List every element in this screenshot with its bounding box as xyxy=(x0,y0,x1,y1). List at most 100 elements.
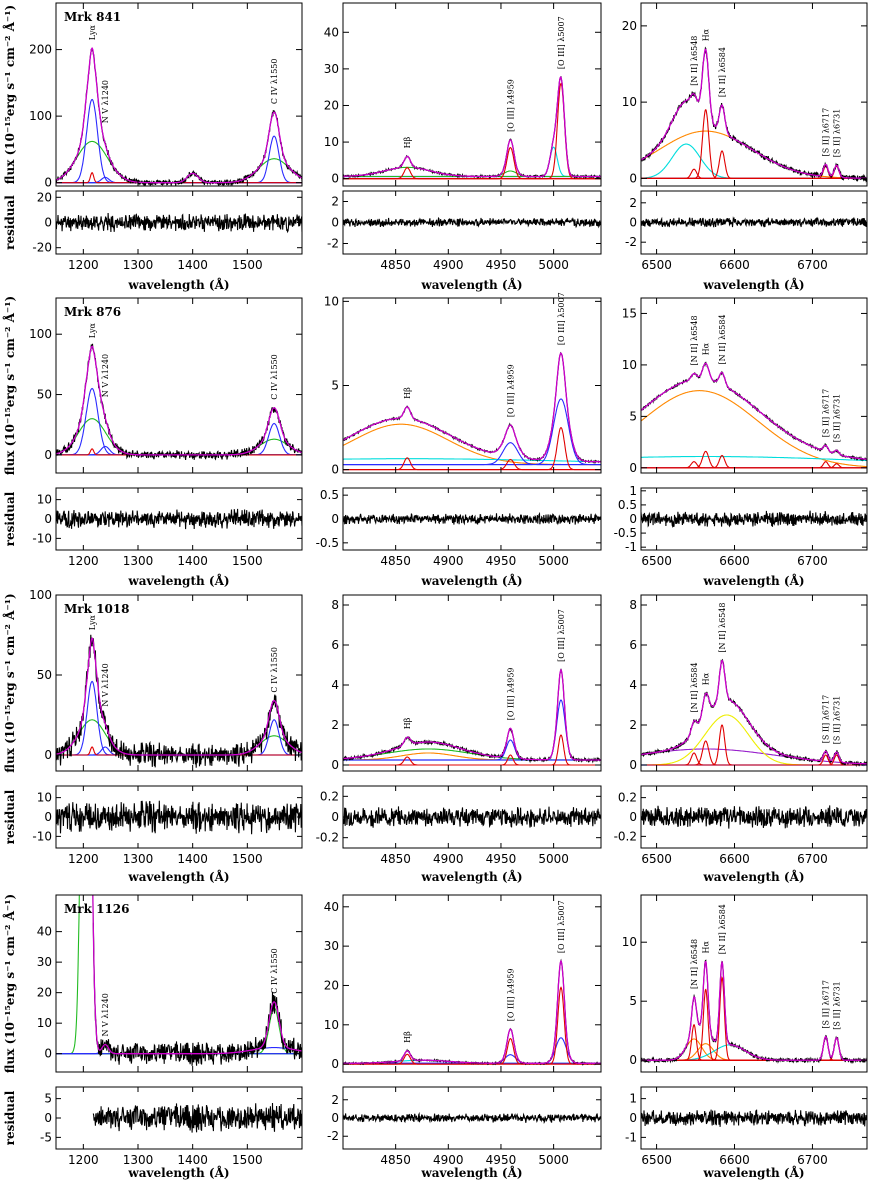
line-label: [N II] λ6548 xyxy=(690,36,699,86)
line-label: [N II] λ6548 xyxy=(718,603,727,653)
residual-tick-label: -1 xyxy=(625,1130,637,1144)
residual-panel: 1200 1300 1400 1500 -10 0 10 xyxy=(32,487,303,568)
component-curve-hb-broad xyxy=(641,390,867,468)
y-tick-label: 2 xyxy=(629,718,637,732)
wavelength-axis-label: wavelength (Å) xyxy=(127,869,229,884)
residual-curve xyxy=(343,511,601,526)
residual-tick-label: -1 xyxy=(625,540,637,554)
y-tick-label: 20 xyxy=(324,978,339,992)
y-tick-label: 0 xyxy=(44,176,52,190)
residual-tick-label: -0.5 xyxy=(614,526,637,540)
x-tick-label: 1500 xyxy=(232,852,263,866)
flux-axis-label: flux (10⁻¹⁵erg s⁻¹ cm⁻² Å⁻¹) xyxy=(2,5,17,184)
component-curve-narrow xyxy=(641,463,867,469)
line-label: N V λ1240 xyxy=(101,663,110,706)
x-tick-label: 6700 xyxy=(797,1153,828,1167)
y-tick-label: 0 xyxy=(331,758,339,772)
line-label: Lyα xyxy=(88,323,97,339)
component-curve-broad xyxy=(56,719,302,756)
residual-plot-area xyxy=(56,508,302,530)
residual-plot-area xyxy=(56,212,302,234)
y-tick-label: 8 xyxy=(331,598,339,612)
residual-panel: 1200 1300 1400 1500 -5 0 5 xyxy=(40,1086,303,1167)
x-tick-label: 1400 xyxy=(177,852,208,866)
x-tick-label: 5000 xyxy=(538,852,569,866)
y-tick-label: 5 xyxy=(629,409,637,423)
y-tick-label: 0 xyxy=(331,463,339,477)
wavelength-axis-label: wavelength (Å) xyxy=(420,573,522,588)
residual-curve xyxy=(56,212,302,234)
x-tick-label: 6600 xyxy=(719,258,750,272)
y-tick-label: 40 xyxy=(324,25,339,39)
line-label: C IV λ1550 xyxy=(270,647,279,693)
y-tick-label: 40 xyxy=(324,900,339,914)
x-tick-label: 1200 xyxy=(68,554,99,568)
residual-plot-area xyxy=(56,800,302,835)
residual-axis-label: residual xyxy=(3,1090,17,1145)
residual-curve xyxy=(641,1109,867,1127)
y-tick-label: 15 xyxy=(622,306,637,320)
line-label: C IV λ1550 xyxy=(270,948,279,994)
y-tick-label: 40 xyxy=(37,925,52,939)
x-tick-label: 6600 xyxy=(719,1153,750,1167)
line-label: Hα xyxy=(702,941,711,954)
flux-panel-frame xyxy=(640,297,868,474)
flux-panel-frame xyxy=(640,594,868,772)
y-tick-label: 50 xyxy=(37,668,52,682)
x-tick-label: 1300 xyxy=(123,554,154,568)
residual-tick-label: 5 xyxy=(44,1092,52,1106)
residual-curve xyxy=(92,1102,302,1133)
residual-panel: 4850 4900 4950 5000 -0.2 0 0.2 xyxy=(316,785,602,866)
x-tick-label: 4950 xyxy=(486,852,517,866)
line-label: [O III] λ4959 xyxy=(506,364,515,417)
y-tick-label: 0 xyxy=(44,1047,52,1061)
spectrum-plot-area xyxy=(56,47,302,186)
line-label: [S II] λ6717 xyxy=(822,980,831,1029)
component-curve-cyan xyxy=(641,455,867,462)
x-tick-label: 1200 xyxy=(68,1153,99,1167)
x-tick-label: 4900 xyxy=(433,258,464,272)
y-tick-label: 4 xyxy=(331,678,339,692)
residual-tick-label: -0.2 xyxy=(316,831,339,845)
component-curve-narrow xyxy=(343,426,601,471)
line-label: [N II] λ6548 xyxy=(690,939,699,989)
flux-panel-frame xyxy=(55,297,303,474)
wavelength-axis-label: wavelength (Å) xyxy=(702,277,804,292)
observed-spectrum xyxy=(56,48,302,186)
x-tick-label: 6500 xyxy=(641,1153,672,1167)
line-label: N V λ1240 xyxy=(101,80,110,123)
wavelength-axis-label: wavelength (Å) xyxy=(702,1165,804,1180)
residual-tick-label: 10 xyxy=(37,493,52,507)
object-name: Mrk 841 xyxy=(64,10,121,24)
residual-tick-label: 0.5 xyxy=(320,488,339,502)
x-tick-label: 1400 xyxy=(177,1153,208,1167)
y-tick-label: 0 xyxy=(629,758,637,772)
flux-panel-frame xyxy=(640,894,868,1073)
residual-tick-label: -2 xyxy=(327,1129,339,1143)
total-model-fit xyxy=(641,48,867,179)
residual-tick-label: 0 xyxy=(44,1111,52,1125)
object-name: Mrk 1126 xyxy=(64,902,130,916)
x-tick-label: 4850 xyxy=(380,554,411,568)
line-label: [N II] λ6584 xyxy=(718,904,727,954)
total-model-fit xyxy=(641,659,867,765)
residual-tick-label: 0 xyxy=(629,810,637,824)
residual-curve xyxy=(641,510,867,529)
total-model-fit xyxy=(343,959,601,1064)
wavelength-axis-label: wavelength (Å) xyxy=(702,869,804,884)
y-tick-label: 0 xyxy=(331,172,339,186)
line-label: [O III] λ5007 xyxy=(557,609,566,662)
x-tick-label: 6500 xyxy=(641,554,672,568)
x-tick-label: 4900 xyxy=(433,554,464,568)
residual-panel: 1200 1300 1400 1500 -20 0 20 xyxy=(32,190,303,272)
line-label: Hα xyxy=(702,342,711,355)
component-curve-broad xyxy=(56,680,302,756)
flux-axis-label: flux (10⁻¹⁵erg s⁻¹ cm⁻² Å⁻¹) xyxy=(2,593,17,772)
y-tick-label: 0 xyxy=(44,448,52,462)
x-tick-label: 1400 xyxy=(177,554,208,568)
residual-plot-area xyxy=(641,216,867,228)
residual-panel: 4850 4900 4950 5000 -2 0 2 xyxy=(327,190,602,272)
component-curve-narrow xyxy=(641,754,867,766)
residual-tick-label: 0 xyxy=(629,216,637,230)
residual-tick-label: 1 xyxy=(629,484,637,498)
